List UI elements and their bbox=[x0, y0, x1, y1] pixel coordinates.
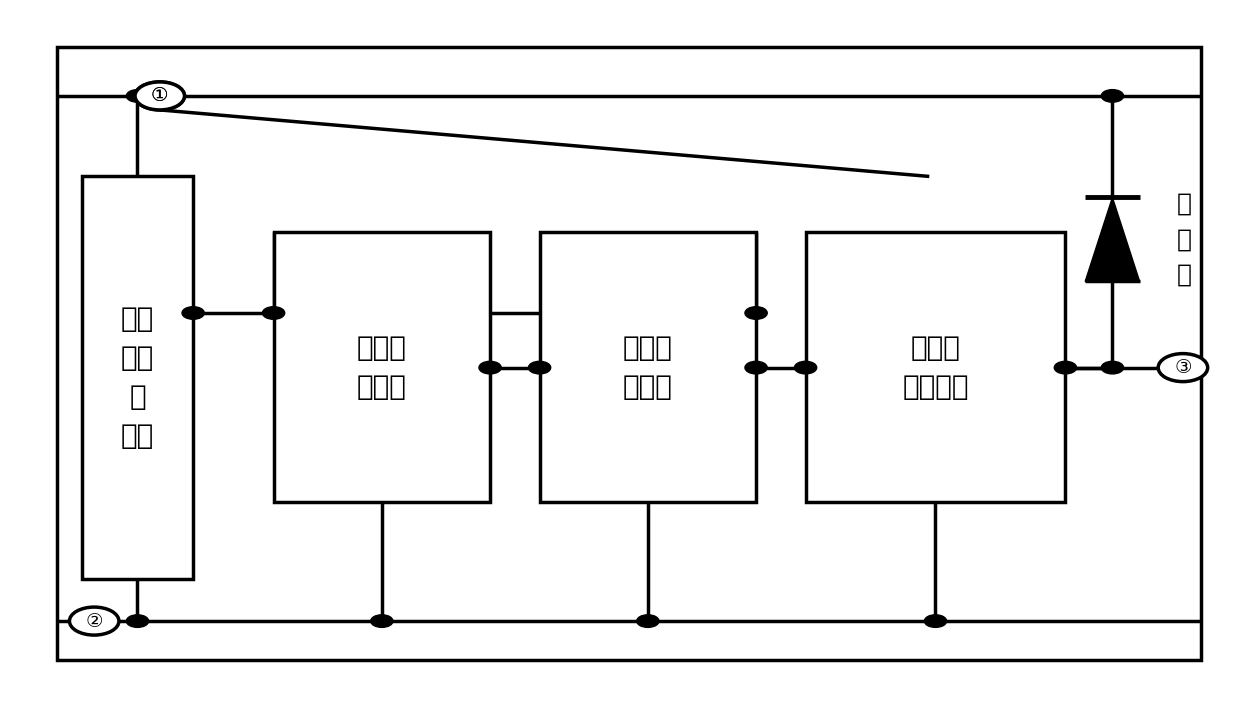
Circle shape bbox=[745, 307, 768, 319]
Circle shape bbox=[795, 361, 817, 374]
Text: ③: ③ bbox=[1174, 358, 1192, 377]
Circle shape bbox=[528, 361, 551, 374]
Text: 波形转
换电路: 波形转 换电路 bbox=[622, 334, 673, 401]
Circle shape bbox=[182, 307, 205, 319]
Text: 蜂鸣器
驱动电路: 蜂鸣器 驱动电路 bbox=[903, 334, 968, 401]
Bar bbox=[539, 233, 756, 502]
Circle shape bbox=[1101, 361, 1123, 374]
Circle shape bbox=[69, 607, 119, 635]
Text: 低压
稳压
源
电路: 低压 稳压 源 电路 bbox=[120, 305, 154, 450]
Circle shape bbox=[745, 361, 768, 374]
Circle shape bbox=[924, 615, 946, 627]
Circle shape bbox=[1054, 361, 1076, 374]
Circle shape bbox=[126, 89, 149, 102]
Bar bbox=[806, 233, 1065, 502]
Circle shape bbox=[479, 361, 501, 374]
Text: ①: ① bbox=[151, 86, 169, 105]
Bar bbox=[82, 176, 193, 579]
Text: ①: ① bbox=[151, 86, 169, 105]
Bar bbox=[57, 47, 1202, 659]
Circle shape bbox=[636, 615, 658, 627]
Bar bbox=[274, 233, 490, 502]
Circle shape bbox=[135, 82, 185, 110]
Circle shape bbox=[1158, 354, 1208, 382]
Text: ②: ② bbox=[86, 612, 103, 631]
Circle shape bbox=[126, 615, 149, 627]
Polygon shape bbox=[1085, 198, 1140, 281]
Circle shape bbox=[263, 307, 285, 319]
Circle shape bbox=[83, 615, 105, 627]
Text: 三角波
发生器: 三角波 发生器 bbox=[357, 334, 407, 401]
Text: 续
流
管: 续 流 管 bbox=[1177, 192, 1192, 287]
Circle shape bbox=[371, 615, 393, 627]
Circle shape bbox=[149, 89, 171, 102]
Circle shape bbox=[1101, 89, 1123, 102]
Circle shape bbox=[135, 82, 185, 110]
